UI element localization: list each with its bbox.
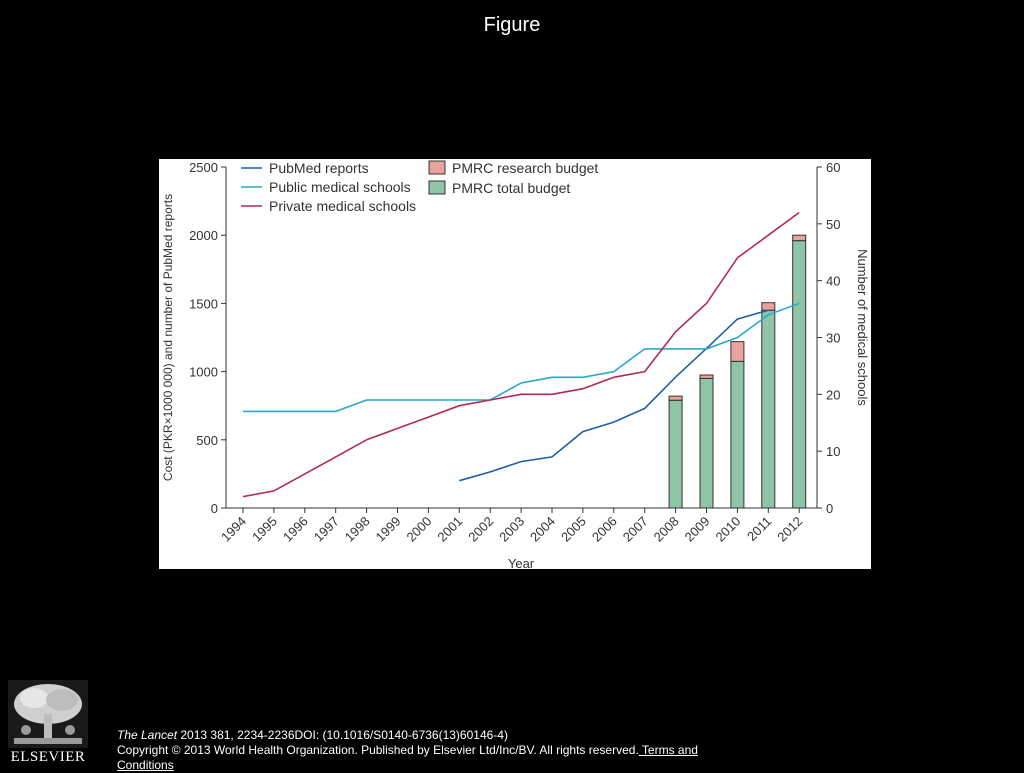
bar-pmrc-total-2009 [699,377,714,509]
x-tick-label: 1996 [280,514,311,545]
x-tick-label: 1999 [373,514,404,545]
legend-label: Private medical schools [269,198,416,214]
x-tick-label: 2012 [774,514,805,545]
x-tick-label: 2006 [589,514,620,545]
legend-swatch-bar [428,180,446,195]
right-tick-label: 50 [826,217,840,232]
bar-pmrc-research-2010 [730,341,745,362]
x-tick-label: 2003 [496,514,527,545]
bar-pmrc-total-2010 [730,360,745,509]
x-tick-label: 2005 [558,514,589,545]
x-tick-label: 1995 [249,514,280,545]
right-axis-title: Number of medical schools [855,249,870,406]
left-tick-label: 2500 [189,160,218,175]
left-tick-label: 500 [196,433,218,448]
legend-swatch-bar [428,160,446,175]
left-tick-label: 1000 [189,365,218,380]
left-tick-label: 1500 [189,296,218,311]
x-tick-label: 1994 [218,514,249,545]
x-tick-label: 2009 [682,514,713,545]
left-tick-label: 0 [211,501,218,516]
x-tick-label: 2004 [527,514,558,545]
x-tick-label: 1997 [311,514,342,545]
journal-name: The Lancet [117,728,178,742]
x-tick-label: 2007 [620,514,651,545]
right-tick-label: 20 [826,387,840,402]
bar-pmrc-total-2011 [761,309,776,509]
x-tick-label: 1998 [342,514,373,545]
right-tick-label: 0 [826,501,833,516]
citation-text: 2013 381, 2234-2236DOI: (10.1016/S0140-6… [177,728,508,742]
copyright-text: Copyright © 2013 World Health Organizati… [117,743,639,757]
right-tick-label: 60 [826,160,840,175]
slide-title: Figure [483,14,541,36]
left-tick-label: 2000 [189,228,218,243]
bar-pmrc-total-2012 [792,240,807,509]
right-tick-label: 40 [826,274,840,289]
line-private-medical-schools [242,211,800,498]
legend-label: PMRC research budget [452,160,598,176]
left-axis-title: Cost (PKR×1000 000) and number of PubMed… [161,194,175,481]
bar-pmrc-research-2008 [668,395,683,401]
bar-pmrc-research-2012 [792,234,807,242]
bar-pmrc-total-2008 [668,399,683,509]
legend-label: Public medical schools [269,179,411,195]
elsevier-logo: ELSEVIER [8,680,88,766]
x-axis-title: Year [508,556,535,569]
right-tick-label: 10 [826,444,840,459]
chart-panel: 0 500 1000 1500 2000 2500 0 10 20 30 40 50 60 1994 199… [159,159,871,569]
x-tick-label: 2011 [744,514,774,544]
x-tick-label: 2001 [434,514,465,545]
logo-text: ELSEVIER [10,749,86,765]
x-tick-label: 2002 [465,514,496,545]
x-tick-label: 2008 [651,514,682,545]
right-tick-label: 30 [826,331,840,346]
legend-label: PMRC total budget [452,180,570,196]
x-tick-label: 2000 [403,514,434,545]
line-pubmed-reports [459,309,769,482]
line-public-medical-schools [243,302,800,413]
bar-pmrc-research-2011 [761,302,776,311]
bar-pmrc-research-2009 [699,374,714,379]
x-tick-label: 2010 [712,514,743,545]
tree-logo-icon [8,680,88,748]
citation-footer: The Lancet 2013 381, 2234-2236DOI: (10.1… [117,728,737,773]
legend-label: PubMed reports [269,160,369,176]
